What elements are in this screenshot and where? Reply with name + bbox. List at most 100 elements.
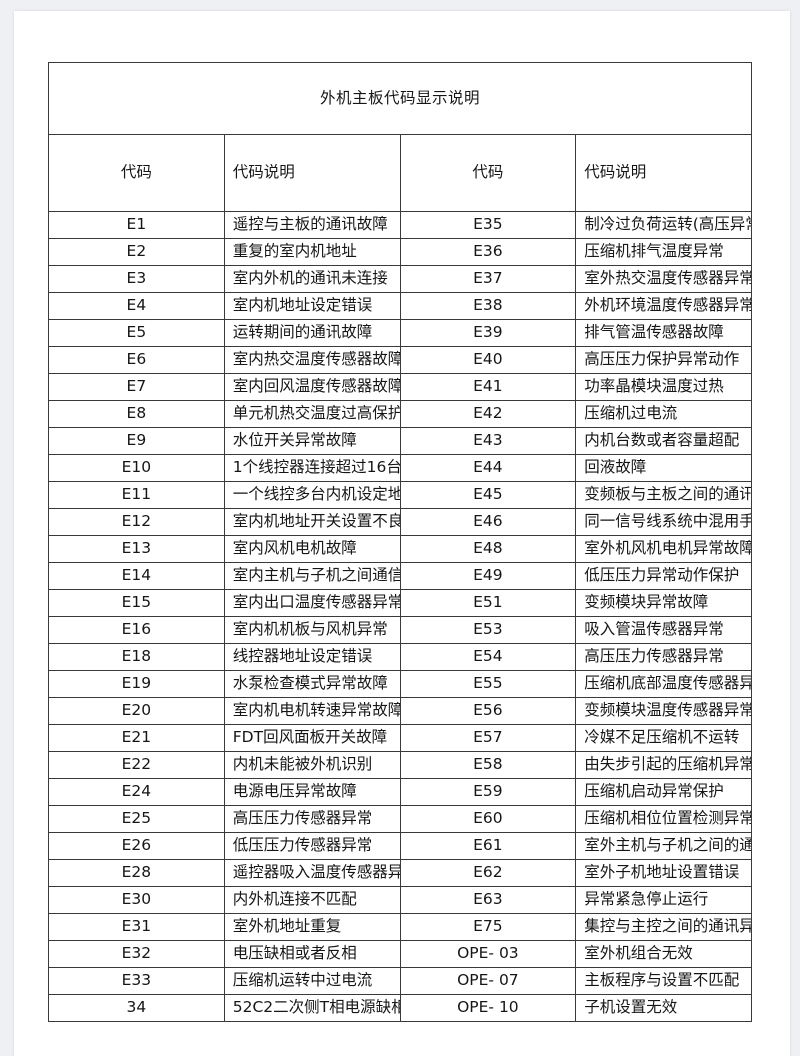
table-row: E31室外机地址重复E75集控与主控之间的通讯异常 xyxy=(48,913,752,941)
description-cell-right: 室外机组合无效 xyxy=(575,940,752,968)
code-cell-right: E63 xyxy=(399,886,577,914)
description-cell-left: 52C2二次侧T相电源缺相 xyxy=(223,994,401,1022)
code-cell-left: E30 xyxy=(48,886,225,914)
header-code-left: 代码 xyxy=(48,134,225,212)
code-cell-left: E1 xyxy=(48,211,225,239)
table-row: E25高压压力传感器异常E60压缩机相位位置检测异常保护 xyxy=(48,805,752,833)
table-row: E28遥控器吸入温度传感器异常E62室外子机地址设置错误 xyxy=(48,859,752,887)
description-cell-right: 异常紧急停止运行 xyxy=(575,886,752,914)
code-cell-right: E46 xyxy=(399,508,577,536)
description-cell-left: 电源电压异常故障 xyxy=(223,778,401,806)
table-row: E9 水位开关异常故障 E43 内机台数或者容量超配 xyxy=(48,427,752,455)
table-row: E30 内外机连接不匹配 E63 异常紧急停止运行 xyxy=(48,886,752,914)
table-row: E21 FDT回风面板开关故障 E57 冷媒不足压缩机不运转 xyxy=(48,724,752,752)
table-row: E12室内机地址开关设置不良E46同一信号线系统中混用手动和自动地址 xyxy=(48,508,752,536)
description-cell-right: 室外主机与子机之间的通讯异常 xyxy=(575,832,752,860)
description-cell-right: 压缩机过电流 xyxy=(575,400,752,428)
code-cell-left: 34 xyxy=(48,994,225,1022)
table-row: E3 室内外机的通讯未连接 E37 室外热交温度传感器异常 xyxy=(48,265,752,293)
description-cell-left: 室内机地址开关设置不良 xyxy=(223,508,401,536)
description-cell-right: 压缩机底部温度传感器异常 xyxy=(575,670,752,698)
code-cell-left: E11 xyxy=(48,481,225,509)
code-cell-right: E53 xyxy=(399,616,577,644)
table-row: E11一个线控多台内机设定地址E45变频板与主板之间的通讯异常 xyxy=(48,481,752,509)
description-cell-right: 压缩机启动异常保护 xyxy=(575,778,752,806)
description-cell-left: 遥控与主板的通讯故障 xyxy=(223,211,401,239)
description-cell-left: 内外机连接不匹配 xyxy=(223,886,401,914)
table-row: E18 线控器地址设定错误 E54 高压压力传感器异常 xyxy=(48,643,752,671)
code-cell-right: E62 xyxy=(399,859,577,887)
table-row: E10 1个线控器连接超过16台 E44 回液故障 xyxy=(48,454,752,482)
description-cell-left: 一个线控多台内机设定地址 xyxy=(223,481,401,509)
description-cell-left: 遥控器吸入温度传感器异常 xyxy=(223,859,401,887)
description-cell-right: 低压压力异常动作保护 xyxy=(575,562,752,590)
description-cell-right: 室外热交温度传感器异常 xyxy=(575,265,752,293)
description-cell-left: 室内回风温度传感器故障 xyxy=(223,373,401,401)
code-cell-left: E8 xyxy=(48,400,225,428)
description-cell-right: 功率晶模块温度过热 xyxy=(575,373,752,401)
code-cell-right: OPE- 10 xyxy=(399,994,577,1022)
table-row: E24 电源电压异常故障 E59 压缩机启动异常保护 xyxy=(48,778,752,806)
code-cell-left: E7 xyxy=(48,373,225,401)
code-cell-left: E31 xyxy=(48,913,225,941)
code-cell-right: E56 xyxy=(399,697,577,725)
description-cell-right: 冷媒不足压缩机不运转 xyxy=(575,724,752,752)
table-row: E32 电压缺相或者反相 OPE- 03 室外机组合无效 xyxy=(48,940,752,968)
description-cell-right: 吸入管温传感器异常 xyxy=(575,616,752,644)
code-cell-left: E18 xyxy=(48,643,225,671)
code-cell-right: E35 xyxy=(399,211,577,239)
code-cell-right: E37 xyxy=(399,265,577,293)
description-cell-right: 由失步引起的压缩机异常保护 xyxy=(575,751,752,779)
description-cell-left: 高压压力传感器异常 xyxy=(223,805,401,833)
code-cell-right: E36 xyxy=(399,238,577,266)
code-cell-left: E12 xyxy=(48,508,225,536)
header-desc-left: 代码说明 xyxy=(223,134,401,212)
table-row: E16 室内机机板与风机异常 E53 吸入管温传感器异常 xyxy=(48,616,752,644)
code-cell-left: E25 xyxy=(48,805,225,833)
description-cell-right: 室外机风机电机异常故障 xyxy=(575,535,752,563)
description-cell-right: 集控与主控之间的通讯异常 xyxy=(575,913,752,941)
description-cell-right: 排气管温传感器故障 xyxy=(575,319,752,347)
code-cell-right: E42 xyxy=(399,400,577,428)
document-page: 外机主板代码显示说明 代码 代码说明 代码 代码说明 E1 遥控与主板的通讯故障 E… xyxy=(14,11,790,1056)
description-cell-right: 变频板与主板之间的通讯异常 xyxy=(575,481,752,509)
table-row: E15 室内出口温度传感器异常 E51 变频模块异常故障 xyxy=(48,589,752,617)
column-header-row: 代码 代码说明 代码 代码说明 xyxy=(48,134,752,212)
code-cell-right: E43 xyxy=(399,427,577,455)
table-row: 34 52C2二次侧T相电源缺相 OPE- 10 子机设置无效 xyxy=(48,994,752,1022)
code-cell-left: E3 xyxy=(48,265,225,293)
description-cell-left: FDT回风面板开关故障 xyxy=(223,724,401,752)
code-cell-right: E41 xyxy=(399,373,577,401)
error-code-table: 外机主板代码显示说明 代码 代码说明 代码 代码说明 E1 遥控与主板的通讯故障 E… xyxy=(48,62,752,1022)
code-cell-left: E16 xyxy=(48,616,225,644)
description-cell-right: 压缩机相位位置检测异常保护 xyxy=(575,805,752,833)
code-cell-left: E24 xyxy=(48,778,225,806)
code-cell-right: E48 xyxy=(399,535,577,563)
code-cell-left: E15 xyxy=(48,589,225,617)
code-cell-left: E14 xyxy=(48,562,225,590)
code-cell-left: E28 xyxy=(48,859,225,887)
description-cell-left: 室内风机电机故障 xyxy=(223,535,401,563)
header-code-right: 代码 xyxy=(399,134,577,212)
code-cell-right: E59 xyxy=(399,778,577,806)
description-cell-right: 室外子机地址设置错误 xyxy=(575,859,752,887)
code-cell-right: E55 xyxy=(399,670,577,698)
table-row: E7 室内回风温度传感器故障 E41 功率晶模块温度过热 xyxy=(48,373,752,401)
code-cell-right: E38 xyxy=(399,292,577,320)
description-cell-left: 室内主机与子机之间通信异常 xyxy=(223,562,401,590)
code-cell-left: E20 xyxy=(48,697,225,725)
description-cell-right: 高压压力传感器异常 xyxy=(575,643,752,671)
code-cell-right: E39 xyxy=(399,319,577,347)
description-cell-left: 室内机地址设定错误 xyxy=(223,292,401,320)
table-row: E14室内主机与子机之间通信异常E49低压压力异常动作保护 xyxy=(48,562,752,590)
code-cell-left: E32 xyxy=(48,940,225,968)
code-cell-right: E40 xyxy=(399,346,577,374)
code-cell-right: OPE- 03 xyxy=(399,940,577,968)
description-cell-left: 室内热交温度传感器故障 xyxy=(223,346,401,374)
header-desc-right: 代码说明 xyxy=(575,134,752,212)
code-cell-right: E57 xyxy=(399,724,577,752)
description-cell-right: 外机环境温度传感器异常 xyxy=(575,292,752,320)
description-cell-left: 线控器地址设定错误 xyxy=(223,643,401,671)
table-row: E5 运转期间的通讯故障 E39 排气管温传感器故障 xyxy=(48,319,752,347)
code-cell-right: E61 xyxy=(399,832,577,860)
